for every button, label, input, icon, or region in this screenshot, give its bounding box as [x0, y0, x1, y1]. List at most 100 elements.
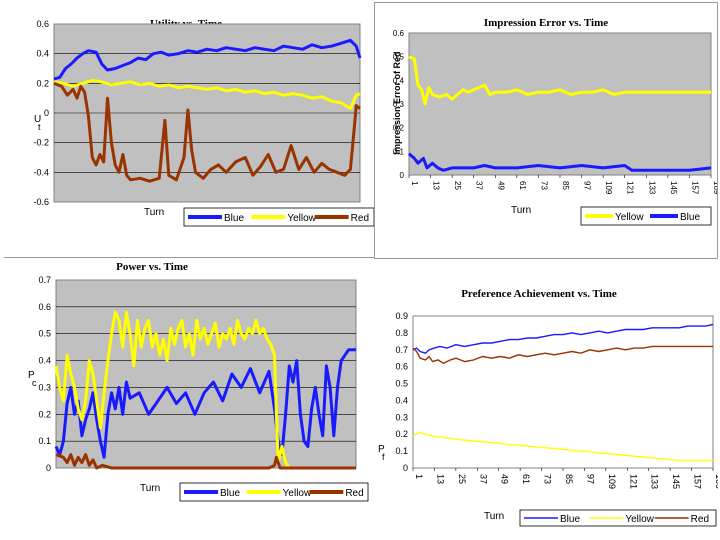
y-tick-label: -0.2 — [33, 138, 49, 148]
power-chart: 0.7 0.6 0.5 0.4 0.3 0.2 0.1 0 Turn Pc Blue Yellow Re… — [28, 275, 369, 502]
x-axis-label: Turn — [511, 205, 531, 216]
plot-area — [408, 32, 712, 176]
power-chart-panel: Power vs. Time 0.7 0.6 0.5 0.4 0.3 0.2 0.1 0 Tur… — [4, 258, 370, 538]
x-tick-label: 121 — [628, 474, 638, 489]
y-tick-label: 0.5 — [393, 53, 405, 62]
y-tick-label: 0.8 — [395, 328, 408, 338]
y-tick-label: 0.4 — [395, 395, 408, 405]
legend-label-red: Red — [345, 488, 363, 499]
x-tick-label: 169 — [714, 474, 718, 489]
legend-label-blue: Blue — [680, 212, 700, 223]
y-tick-label: 0 — [44, 108, 49, 118]
x-tick-label: 25 — [457, 474, 467, 484]
x-tick-label: 97 — [585, 474, 595, 484]
y-tick-label: 0.2 — [38, 409, 51, 419]
y-tick-label: 0.1 — [393, 147, 405, 156]
series-line-yellow — [54, 310, 356, 470]
x-tick-label: 109 — [607, 474, 617, 489]
y-tick-label: 0.4 — [36, 49, 49, 59]
plot-area — [412, 315, 714, 469]
y-tick-label: 0.6 — [38, 302, 51, 312]
x-tick-label: 1 — [410, 181, 419, 186]
y-tick-label: 0 — [400, 171, 405, 180]
legend-label-blue: Blue — [560, 514, 580, 525]
y-tick-label: 0.2 — [36, 78, 49, 88]
y-tick-label: 0 — [46, 463, 51, 473]
series-line-yellow — [408, 55, 711, 106]
y-tick-label: 0.1 — [395, 446, 408, 456]
legend-label-yellow: Yellow — [615, 212, 644, 223]
series-line-blue — [412, 323, 714, 354]
chart-title: Impression Error vs. Time — [483, 17, 609, 29]
preference-chart-panel: Preference Achievement vs. Time 0.9 0.8 0.… — [370, 262, 718, 538]
y-tick-label: 0.3 — [38, 382, 51, 392]
x-tick-label: 109 — [604, 181, 613, 195]
y-tick-label: 0.5 — [395, 379, 408, 389]
x-tick-label: 157 — [690, 181, 699, 195]
x-axis-label: Turn — [484, 511, 504, 522]
y-tick-label: 0.6 — [36, 19, 49, 29]
x-tick-label: 97 — [583, 181, 592, 190]
x-tick-label: 133 — [650, 474, 660, 489]
chart-title: Power vs. Time — [116, 261, 188, 273]
y-axis-label-sub: t — [38, 122, 41, 132]
x-tick-label: 49 — [500, 474, 510, 484]
series-line-red — [55, 453, 356, 470]
x-tick-label: 13 — [435, 474, 445, 484]
y-tick-label: 0.3 — [393, 100, 405, 109]
x-tick-label: 157 — [693, 474, 703, 489]
y-tick-label: 0.1 — [38, 436, 51, 446]
legend-box — [580, 206, 712, 226]
preference-chart: 0.9 0.8 0.7 0.6 0.5 0.4 0.3 0.2 0.1 0 1 13 25 37 49 61 7… — [378, 311, 718, 527]
chart-title: Preference Achievement vs. Time — [461, 288, 617, 300]
series-line-yellow — [412, 431, 713, 462]
y-axis-label-sub: c — [32, 378, 37, 388]
x-tick-label: 145 — [669, 181, 678, 195]
y-tick-label: -0.4 — [33, 167, 49, 177]
x-tick-label: 25 — [453, 181, 462, 190]
series-line-blue — [53, 38, 362, 81]
y-tick-label: 0.3 — [395, 412, 408, 422]
legend-label-yellow: Yellow — [283, 488, 312, 499]
x-tick-label: 73 — [543, 474, 553, 484]
legend-label-red: Red — [691, 514, 709, 525]
x-tick-label: 61 — [521, 474, 531, 484]
x-tick-label: 1 — [414, 474, 424, 479]
legend-label-blue: Blue — [224, 213, 244, 224]
y-tick-label: 0.2 — [395, 429, 408, 439]
x-axis-label: Turn — [144, 207, 164, 218]
y-tick-label: 0.6 — [393, 29, 405, 38]
utility-chart: 0.6 0.4 0.2 0 -0.2 -0.4 -0.6 Turn Ut Blue Yellow Re… — [33, 19, 375, 227]
x-tick-label: 133 — [647, 181, 656, 195]
y-axis-label: P — [378, 444, 385, 455]
y-tick-label: 0.7 — [38, 275, 51, 285]
y-tick-label: 0.7 — [395, 345, 408, 355]
y-axis-label: Impression Error of Red — [392, 51, 402, 154]
x-tick-label: 85 — [564, 474, 574, 484]
y-axis-label: U — [34, 114, 41, 125]
y-tick-label: 0.6 — [395, 362, 408, 372]
x-tick-label: 169 — [712, 181, 717, 195]
series-line-blue — [54, 348, 356, 459]
utility-chart-panel: Utility vs. Time 0.60.40.20-0.2-0.4-0.6T… — [4, 2, 379, 258]
series-line-yellow — [53, 78, 361, 110]
y-axis-label-sub: f — [382, 452, 385, 462]
legend-label-yellow: Yellow — [625, 514, 654, 525]
impression-error-chart-panel: Impression Error vs. Time 0.6 0.5 0.4 0.3 0.… — [374, 2, 718, 259]
y-axis-label: P — [28, 370, 35, 381]
x-tick-label: 49 — [496, 181, 505, 190]
x-tick-label: 61 — [518, 181, 527, 190]
y-tick-label: 0.4 — [38, 356, 51, 366]
series-line-red — [412, 345, 713, 364]
y-tick-label: 0 — [403, 463, 408, 473]
y-tick-label: 0.9 — [395, 311, 408, 321]
x-tick-label: 37 — [478, 474, 488, 484]
series-line-red — [53, 81, 361, 183]
series-line-blue — [408, 152, 712, 172]
x-tick-label: 73 — [539, 181, 548, 190]
impression-error-chart: 0.6 0.5 0.4 0.3 0.2 0.1 01 13 25 37 49 61 73 85 97 109 1… — [392, 29, 717, 226]
x-tick-label: 85 — [561, 181, 570, 190]
legend-label-red: Red — [351, 213, 369, 224]
legend-label-blue: Blue — [220, 488, 240, 499]
y-tick-label: -0.6 — [33, 197, 49, 207]
